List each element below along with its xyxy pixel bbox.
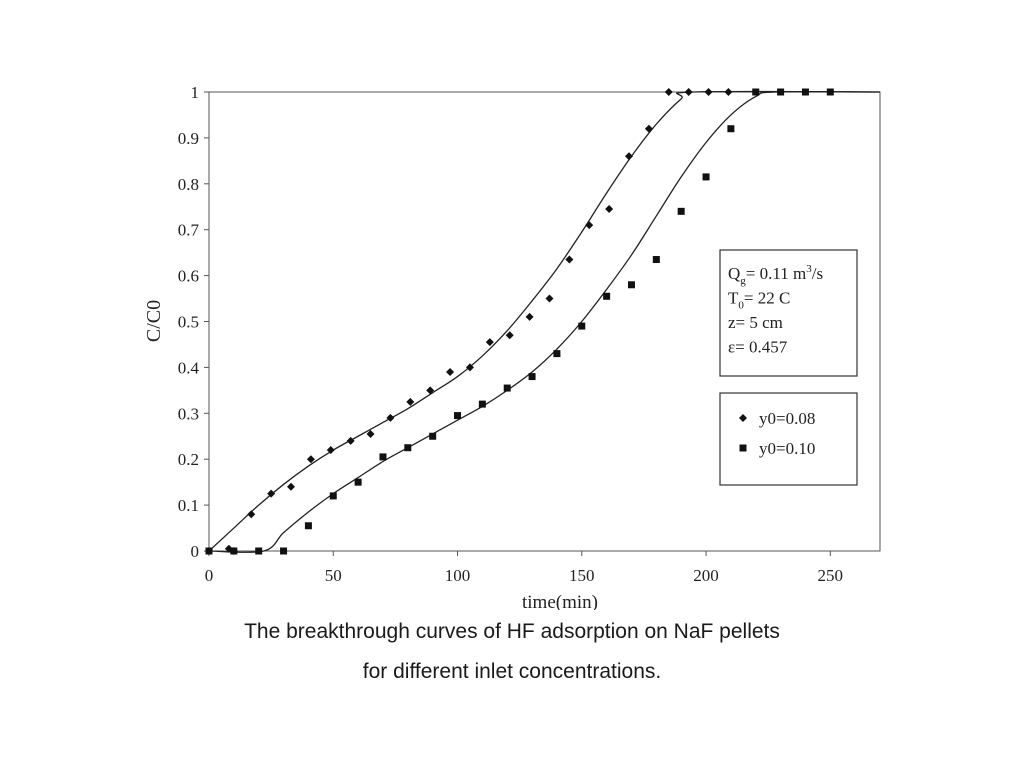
x-tick-label: 100 bbox=[445, 566, 471, 585]
legend-label-1: y0=0.08 bbox=[759, 409, 815, 428]
data-point-series-2 bbox=[379, 453, 387, 461]
data-point-series-2 bbox=[553, 350, 561, 358]
y-tick-label: 0.7 bbox=[178, 221, 200, 240]
data-point-series-1 bbox=[247, 510, 256, 519]
data-point-series-1 bbox=[505, 331, 514, 340]
x-tick-label: 150 bbox=[569, 566, 595, 585]
y-tick-label: 0.4 bbox=[178, 358, 200, 377]
data-point-series-2 bbox=[777, 88, 785, 96]
legend-label-2: y0=0.10 bbox=[759, 439, 815, 458]
data-markers bbox=[205, 88, 834, 555]
figure-caption-line-1: The breakthrough curves of HF adsorption… bbox=[244, 620, 780, 643]
data-point-series-1 bbox=[287, 482, 296, 491]
data-point-series-1 bbox=[525, 312, 534, 321]
data-point-series-2 bbox=[304, 522, 312, 530]
data-point-series-1 bbox=[684, 88, 693, 96]
y-tick-label: 0.2 bbox=[178, 450, 199, 469]
y-tick-label: 0.3 bbox=[178, 404, 199, 423]
data-point-series-1 bbox=[326, 446, 335, 455]
data-point-series-2 bbox=[503, 384, 511, 392]
data-point-series-2 bbox=[652, 256, 660, 264]
fit-curve-1 bbox=[208, 90, 881, 552]
data-point-series-1 bbox=[386, 413, 395, 422]
data-point-series-1 bbox=[605, 205, 614, 214]
data-point-series-1 bbox=[585, 221, 594, 230]
data-point-series-1 bbox=[485, 338, 494, 347]
x-tick-label: 250 bbox=[818, 566, 844, 585]
data-point-series-2 bbox=[230, 547, 238, 555]
data-point-series-1 bbox=[624, 152, 633, 161]
data-point-series-2 bbox=[528, 373, 536, 381]
y-tick-label: 0.5 bbox=[178, 313, 199, 332]
data-point-series-1 bbox=[267, 489, 276, 498]
data-point-series-2 bbox=[752, 88, 760, 96]
condition-line: ε= 0.457 bbox=[728, 338, 788, 357]
legend-marker-2 bbox=[739, 444, 747, 452]
data-point-series-2 bbox=[354, 478, 362, 486]
x-tick-label: 200 bbox=[693, 566, 719, 585]
breakthrough-chart: 0 50 100 150 200 250 0 0.1 0.2 0.3 0.4 0.5 0.6 0.7 0.8… bbox=[143, 83, 881, 610]
data-point-series-1 bbox=[565, 255, 574, 264]
data-point-series-1 bbox=[465, 363, 474, 372]
data-point-series-2 bbox=[478, 400, 486, 408]
data-point-series-2 bbox=[603, 292, 611, 300]
data-point-series-1 bbox=[406, 397, 415, 406]
data-point-series-2 bbox=[702, 173, 710, 181]
x-tick-label: 0 bbox=[205, 566, 214, 585]
data-point-series-2 bbox=[404, 444, 412, 452]
y-tick-label: 0.9 bbox=[178, 129, 199, 148]
legend: y0=0.08 y0=0.10 bbox=[719, 392, 858, 486]
x-axis-label: time(min) bbox=[522, 592, 598, 610]
axes: 0 50 100 150 200 250 0 0.1 0.2 0.3 0.4 0.5 0.6 0.7 0.8… bbox=[178, 83, 843, 585]
data-point-series-2 bbox=[826, 88, 834, 96]
y-tick-label: 1 bbox=[191, 83, 200, 102]
y-tick-label: 0 bbox=[191, 542, 200, 561]
conditions-box: Qg= 0.11 m3/sT0= 22 Cz= 5 cm ε= 0.457 bbox=[719, 249, 858, 377]
data-point-series-2 bbox=[627, 281, 635, 289]
data-point-series-2 bbox=[454, 412, 462, 420]
legend-marker-1 bbox=[739, 414, 747, 422]
data-point-series-2 bbox=[429, 432, 437, 440]
data-point-series-1 bbox=[545, 294, 554, 303]
figure-caption-line-2: for different inlet concentrations. bbox=[362, 660, 662, 683]
y-tick-label: 0.1 bbox=[178, 496, 199, 515]
data-point-series-1 bbox=[306, 455, 315, 464]
condition-line: z= 5 cm bbox=[728, 313, 783, 332]
data-point-series-2 bbox=[280, 547, 288, 555]
data-point-series-2 bbox=[205, 547, 213, 555]
condition-line: T0= 22 C bbox=[728, 289, 790, 312]
data-point-series-2 bbox=[727, 125, 735, 133]
data-point-series-1 bbox=[644, 124, 653, 133]
data-point-series-2 bbox=[578, 322, 586, 330]
data-point-series-2 bbox=[329, 492, 337, 500]
x-tick-label: 50 bbox=[325, 566, 342, 585]
data-point-series-2 bbox=[677, 207, 685, 215]
data-point-series-1 bbox=[346, 436, 355, 445]
data-point-series-2 bbox=[801, 88, 809, 96]
data-point-series-1 bbox=[664, 88, 673, 96]
data-point-series-1 bbox=[704, 88, 713, 96]
data-point-series-1 bbox=[724, 88, 733, 96]
y-tick-label: 0.6 bbox=[178, 267, 199, 286]
data-point-series-1 bbox=[426, 386, 435, 395]
data-point-series-1 bbox=[366, 429, 375, 438]
y-tick-label: 0.8 bbox=[178, 175, 199, 194]
data-point-series-1 bbox=[446, 367, 455, 376]
y-axis-label: C/C0 bbox=[143, 300, 165, 342]
condition-line: Qg= 0.11 m3/s bbox=[728, 263, 823, 287]
data-point-series-2 bbox=[255, 547, 263, 555]
